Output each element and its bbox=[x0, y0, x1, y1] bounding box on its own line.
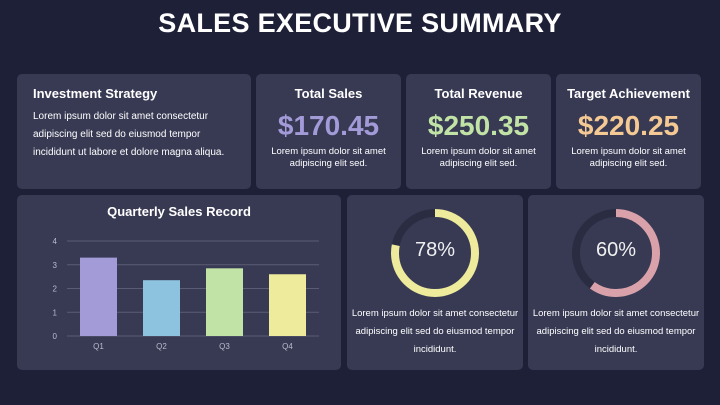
total-revenue-card: Total Revenue $250.35 Lorem ipsum dolor … bbox=[406, 74, 551, 189]
bar-q3 bbox=[206, 268, 243, 336]
total-sales-title: Total Sales bbox=[294, 86, 363, 101]
donut-card-1: 78% Lorem ipsum dolor sit amet consectet… bbox=[347, 195, 523, 370]
quarterly-sales-chart-card: 0 1 2 3 4 Q1 Q2 Q3 Q4 Quarterly Sales Record bbox=[17, 195, 341, 370]
donut-progress-arc bbox=[391, 209, 479, 297]
investment-strategy-text: Lorem ipsum dolor sit amet consectetur a… bbox=[33, 111, 225, 158]
donut-chart-2 bbox=[572, 209, 660, 297]
bar-q4 bbox=[269, 274, 306, 336]
donut-progress-arc bbox=[572, 209, 660, 297]
x-tick-label: Q3 bbox=[219, 342, 230, 351]
y-tick-label: 1 bbox=[53, 308, 58, 317]
investment-strategy-title: Investment Strategy bbox=[33, 86, 158, 101]
total-sales-value: $170.45 bbox=[277, 110, 380, 141]
x-tick-label: Q1 bbox=[93, 342, 104, 351]
y-tick-label: 2 bbox=[53, 285, 58, 294]
target-achievement-title: Target Achievement bbox=[567, 86, 690, 101]
investment-strategy-card: Investment Strategy Lorem ipsum dolor si… bbox=[17, 74, 251, 189]
total-sales-text: Lorem ipsum dolor sit amet adipiscing el… bbox=[271, 146, 386, 169]
x-tick-label: Q4 bbox=[282, 342, 293, 351]
donut-1-text: Lorem ipsum dolor sit amet consectetur a… bbox=[351, 308, 519, 355]
x-tick-label: Q2 bbox=[156, 342, 167, 351]
y-tick-label: 0 bbox=[53, 332, 58, 341]
total-revenue-title: Total Revenue bbox=[434, 86, 523, 101]
total-revenue-value: $250.35 bbox=[427, 110, 530, 141]
donut-chart-1 bbox=[391, 209, 479, 297]
donut-card-2: 60% Lorem ipsum dolor sit amet consectet… bbox=[528, 195, 704, 370]
bar-q2 bbox=[143, 280, 180, 336]
y-tick-label: 4 bbox=[53, 237, 58, 246]
page-title: SALES EXECUTIVE SUMMARY bbox=[158, 8, 562, 38]
target-achievement-text: Lorem ipsum dolor sit amet adipiscing el… bbox=[571, 146, 686, 169]
chart-title: Quarterly Sales Record bbox=[107, 204, 251, 219]
quarterly-sales-chart: 0 1 2 3 4 Q1 Q2 Q3 Q4 bbox=[53, 237, 319, 351]
bar-q1 bbox=[80, 257, 117, 336]
donut-1-percent: 78% bbox=[414, 239, 456, 261]
total-sales-card: Total Sales $170.45 Lorem ipsum dolor si… bbox=[256, 74, 401, 189]
target-achievement-value: $220.25 bbox=[577, 110, 680, 141]
y-tick-label: 3 bbox=[53, 261, 58, 270]
target-achievement-card: Target Achievement $220.25 Lorem ipsum d… bbox=[556, 74, 701, 189]
total-revenue-text: Lorem ipsum dolor sit amet adipiscing el… bbox=[421, 146, 536, 169]
donut-2-percent: 60% bbox=[595, 239, 637, 261]
donut-2-text: Lorem ipsum dolor sit amet consectetur a… bbox=[532, 308, 700, 355]
